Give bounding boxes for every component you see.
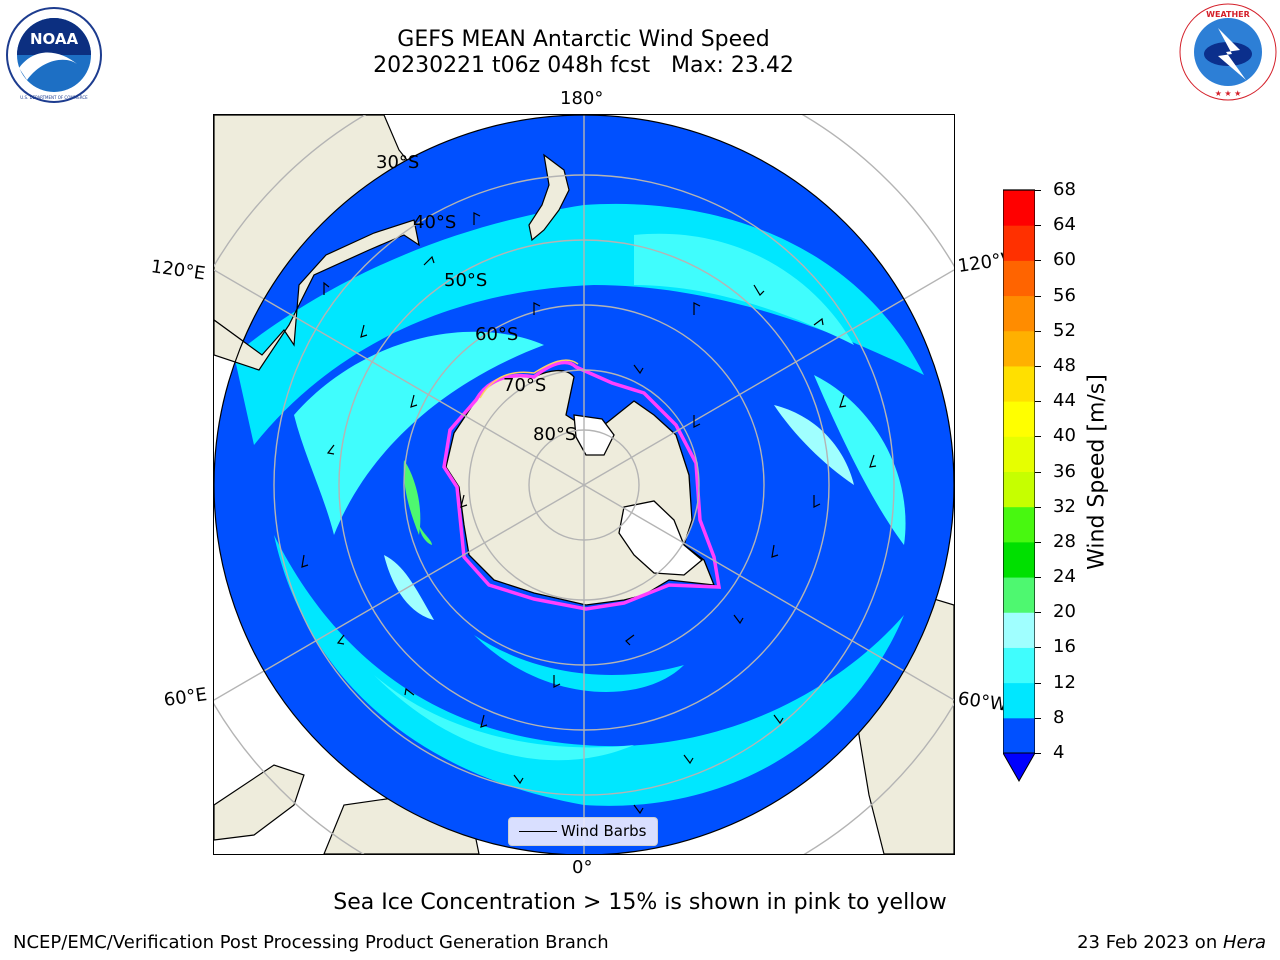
graticule [153,54,1015,916]
colorbar-tick-mark [1035,647,1041,649]
svg-text:WEATHER: WEATHER [1206,10,1250,19]
colorbar-swatch [1003,541,1035,578]
colorbar-swatch [1003,330,1035,367]
map-frame [213,114,955,855]
colorbar-swatch [1003,260,1035,297]
wind-barbs [301,212,877,815]
colorbar-tick-label: 28 [1053,530,1076,552]
colorbar-tick-label: 40 [1053,425,1076,447]
colorbar-tick-mark [1035,471,1041,473]
colorbar-tick-label: 20 [1053,601,1076,623]
colorbar-tick-mark [1035,295,1041,297]
chart-title: GEFS MEAN Antarctic Wind Speed [397,27,770,52]
svg-text:★ ★ ★: ★ ★ ★ [1215,89,1242,98]
colorbar-tick-mark [1035,577,1041,579]
sea-ice-caption: Sea Ice Concentration > 15% is shown in … [333,890,947,915]
colorbar-tick-label: 64 [1053,214,1076,236]
colorbar-swatch [1003,612,1035,648]
lon-label-120e: 120°E [149,256,207,285]
antarctic-wind-map [153,54,1015,916]
colorbar-tick-mark [1035,717,1041,719]
colorbar-label: Wind Speed [m/s] [1084,374,1110,570]
colorbar-swatch [1003,717,1035,754]
colorbar-swatch [1003,190,1035,226]
colorbar-tick-mark [1035,436,1041,438]
colorbar-tick-label: 4 [1053,742,1065,763]
colorbar-tick-label: 68 [1053,179,1076,200]
colorbar-tick-label: 12 [1053,671,1076,693]
colorbar-tick-mark [1035,330,1041,332]
lon-label-0: 0° [572,857,593,878]
footer-machine: Hera [1222,932,1266,953]
footer-credit: NCEP/EMC/Verification Post Processing Pr… [13,932,609,953]
colorbar-swatch [1003,682,1035,719]
lon-label-60w: 60°W [956,688,1009,716]
colorbar-swatch [1003,295,1035,332]
legend-label: Wind Barbs [561,822,647,840]
colorbar-tick-mark [1035,506,1041,508]
footer-date: 23 Feb 2023 on Hera [1077,932,1266,953]
colorbar-swatches [1002,189,1036,783]
footer-date-text: 23 Feb 2023 on [1077,932,1223,953]
colorbar-tick-mark [1035,541,1041,543]
lat-label-80s: 80°S [533,424,577,445]
colorbar-tick-mark [1035,401,1041,403]
lon-label-60e: 60°E [162,684,209,711]
colorbar-underflow [1002,752,1036,783]
colorbar-tick-label: 56 [1053,284,1076,306]
colorbar-tick-mark [1035,260,1041,262]
svg-text:U.S. DEPARTMENT OF COMMERCE: U.S. DEPARTMENT OF COMMERCE [20,95,88,100]
colorbar-swatch [1003,647,1035,684]
colorbar-tick-mark [1035,753,1041,754]
colorbar-tick-label: 32 [1053,495,1076,517]
colorbar-tick-label: 60 [1053,249,1076,271]
colorbar-tick-mark [1035,612,1041,614]
colorbar-tick-label: 36 [1053,460,1076,482]
colorbar-swatch [1003,401,1035,437]
map-panel [153,54,1015,916]
colorbar [1002,188,1036,783]
colorbar-tick-label: 48 [1053,354,1076,376]
chart-subtitle: 20230221 t06z 048h fcst Max: 23.42 [373,53,794,78]
lat-label-50s: 50°S [444,270,488,291]
colorbar-tick-mark [1035,225,1041,227]
nws-logo: WEATHER ★ ★ ★ [1178,2,1278,102]
noaa-logo-text: NOAA [30,30,79,48]
colorbar-tick-mark [1035,190,1041,191]
colorbar-swatch [1003,506,1035,543]
lat-label-60s: 60°S [475,324,519,345]
colorbar-tick-label: 24 [1053,566,1076,588]
colorbar-tick-label: 44 [1053,390,1076,412]
lat-label-70s: 70°S [503,375,547,396]
colorbar-swatch [1003,471,1035,508]
colorbar-swatch [1003,436,1035,472]
colorbar-tick-label: 52 [1053,319,1076,341]
map-legend: Wind Barbs [508,817,658,846]
colorbar-tick-mark [1035,682,1041,684]
lat-label-30s: 30°S [376,152,420,173]
colorbar-swatch [1003,365,1035,402]
wind-barb-legend-line [519,831,557,832]
sea-ice-edge [442,360,722,611]
noaa-logo: NOAA U.S. DEPARTMENT OF COMMERCE [5,6,103,104]
lon-label-180: 180° [560,88,604,109]
colorbar-swatch [1003,577,1035,613]
colorbar-tick-label: 16 [1053,636,1076,658]
colorbar-tick-label: 8 [1053,706,1065,728]
lat-label-40s: 40°S [413,212,457,233]
colorbar-swatch [1003,225,1035,261]
colorbar-tick-mark [1035,365,1041,367]
